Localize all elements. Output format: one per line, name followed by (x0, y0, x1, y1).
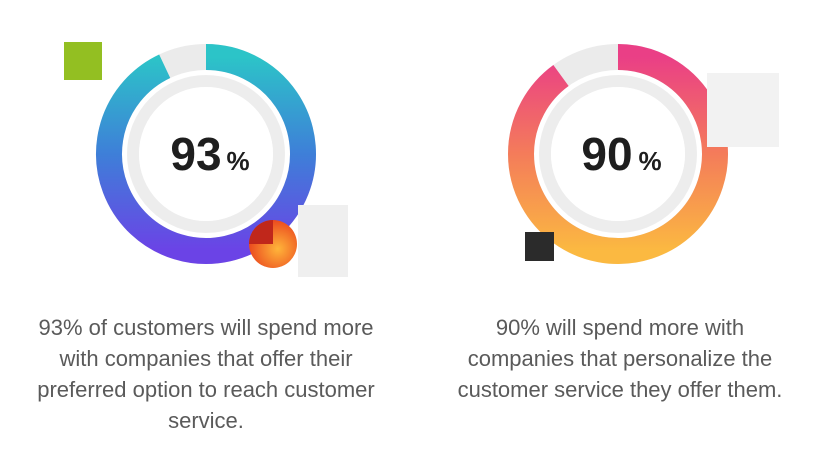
donut-inner-shadow (127, 75, 285, 233)
donut-value-arc (508, 44, 728, 264)
stat-caption: 90% will spend more with companies that … (457, 315, 783, 402)
stat-panel-customers: 93 % 93% of customers will spend more wi… (0, 0, 413, 454)
donut-center (551, 87, 685, 221)
stat-caption: 93% of customers will spend more with co… (37, 315, 375, 433)
donut-chart-93: 93 % (64, 42, 348, 277)
donut-center (139, 87, 273, 221)
donut-value-label: 90 (581, 128, 632, 180)
grey-block-decoration (707, 73, 779, 147)
dark-square-decoration (525, 232, 554, 261)
donut-unit-label: % (226, 146, 249, 176)
stat-panel-personalize: 90 % 90% will spend more with companies … (413, 0, 826, 454)
donut-chart-90: 90 % (508, 44, 779, 264)
orange-pie-icon (249, 220, 297, 268)
green-square-decoration (64, 42, 102, 80)
grey-block-decoration (298, 205, 348, 277)
donut-value-label: 93 (170, 128, 221, 180)
donut-unit-label: % (638, 146, 661, 176)
donut-inner-shadow (539, 75, 697, 233)
donut-value-arc (96, 44, 316, 264)
